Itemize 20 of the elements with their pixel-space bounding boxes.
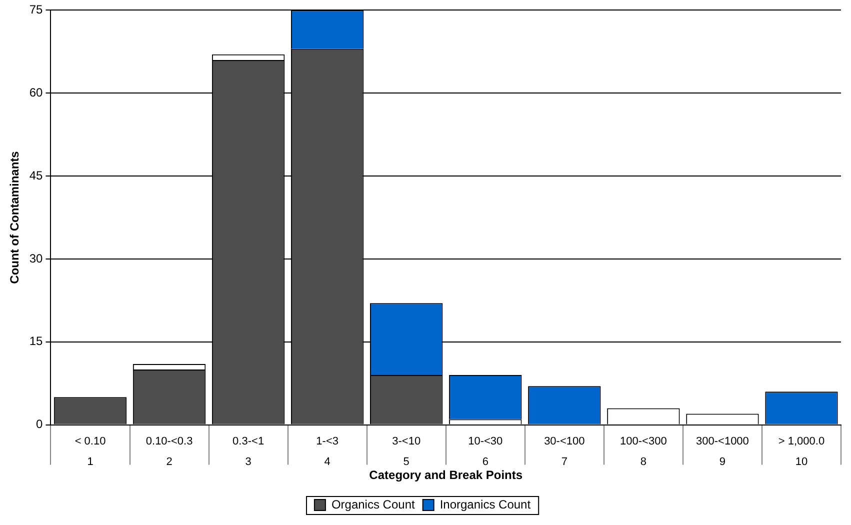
x-tick-label: 30-<100 7 — [544, 435, 585, 468]
x-tick-label: 100-<300 8 — [620, 435, 667, 468]
x-tick-label: 0.10-<0.3 2 — [146, 435, 193, 468]
y-tick-label: 60 — [29, 85, 44, 100]
y-tick-label: 45 — [29, 168, 44, 182]
x-tick-label: > 1,000.0 10 — [778, 435, 825, 468]
legend-label: Inorganics Count — [440, 497, 532, 512]
x-tick-label: 3-<10 5 — [392, 435, 421, 468]
legend-label: Organics Count — [331, 497, 416, 512]
x-tick-label: 10-<30 6 — [468, 435, 503, 468]
x-tick-label: 0.3-<1 3 — [232, 435, 264, 468]
x-tick-label: < 0.10 1 — [74, 435, 106, 468]
y-tick-label: 30 — [29, 251, 44, 266]
y-tick-label: 15 — [29, 334, 44, 348]
y-tick-label: 75 — [29, 2, 44, 17]
x-tick-label: 1-<3 4 — [316, 435, 338, 468]
x-tick-label: 300-<1000 9 — [696, 435, 749, 468]
y-tick-label: 0 — [36, 417, 44, 432]
x-axis-title: Category and Break Points — [369, 468, 523, 482]
y-axis-title: Count of Contaminants — [8, 150, 22, 284]
